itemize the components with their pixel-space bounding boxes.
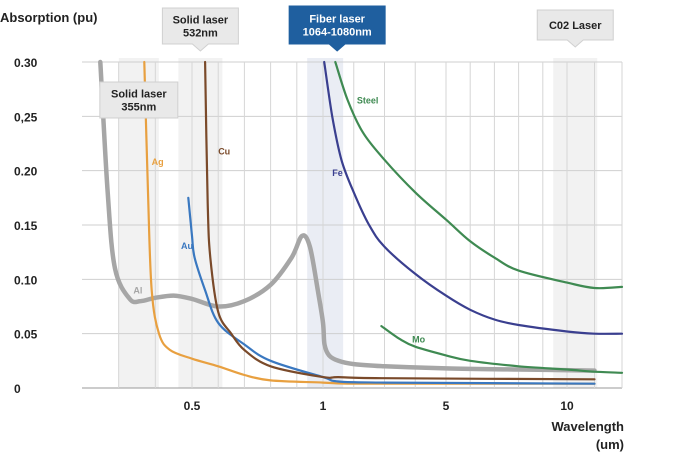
series-line-steel (334, 60, 624, 290)
series-label-au: Au (181, 241, 193, 251)
x-tick-label: 10 (560, 399, 574, 413)
y-tick-label: 0.05 (14, 328, 38, 342)
band-header-text: C02 Laser (549, 20, 602, 32)
series-label-ag: Ag (152, 157, 164, 167)
series-line-ag (143, 60, 596, 385)
x-tick-label: 0.5 (184, 399, 201, 413)
band-header-text: 532nm (183, 28, 218, 40)
band-header-text: Solid laser (173, 15, 229, 27)
series-lines (98, 59, 624, 385)
band-header-box (161, 7, 239, 52)
band-header-text: Fiber laser (309, 14, 365, 26)
x-axis-title-line2: (um) (596, 437, 624, 452)
band-header-text: Solid laser (111, 89, 167, 101)
band-header-box (99, 81, 179, 119)
series-line-cu (204, 60, 596, 381)
band-header-text: 355nm (121, 102, 156, 114)
band-column-0 (178, 58, 223, 388)
y-tick-label: 0.10 (14, 273, 38, 287)
series-label-cu: Cu (218, 146, 230, 156)
series-line-au (187, 196, 596, 385)
series-line-fe (323, 60, 624, 335)
series-line-al (98, 59, 597, 373)
tick-labels: 0.30 0,25 0.20 0.15 0.10 0.05 0 0.5 1 5 10 (14, 56, 574, 413)
band-header-box (288, 5, 386, 52)
y-axis-title: Absorption (pu) (0, 10, 97, 25)
band-header-text: 1064-1080nm (303, 27, 372, 39)
band-column-3 (553, 58, 598, 388)
y-tick-label: 0.20 (14, 165, 38, 179)
series-labels: Al Ag Au Cu Fe Steel Mo (133, 95, 425, 344)
band-header-3: C02 Laser (536, 9, 614, 48)
x-tick-label: 5 (443, 399, 450, 413)
y-tick-label: 0.15 (14, 219, 38, 233)
series-label-fe: Fe (332, 168, 343, 178)
series-label-mo: Mo (412, 334, 425, 344)
y-tick-label: 0,25 (14, 110, 38, 124)
x-axis-title-line1: Wavelength (552, 419, 625, 434)
x-tick-label: 1 (320, 399, 327, 413)
series-label-steel: Steel (357, 95, 379, 105)
band-header-box (536, 9, 614, 48)
series-label-al: Al (133, 285, 142, 295)
y-tick-label: 0 (14, 382, 21, 396)
y-tick-label: 0.30 (14, 56, 38, 70)
series-line-mo (380, 325, 624, 374)
